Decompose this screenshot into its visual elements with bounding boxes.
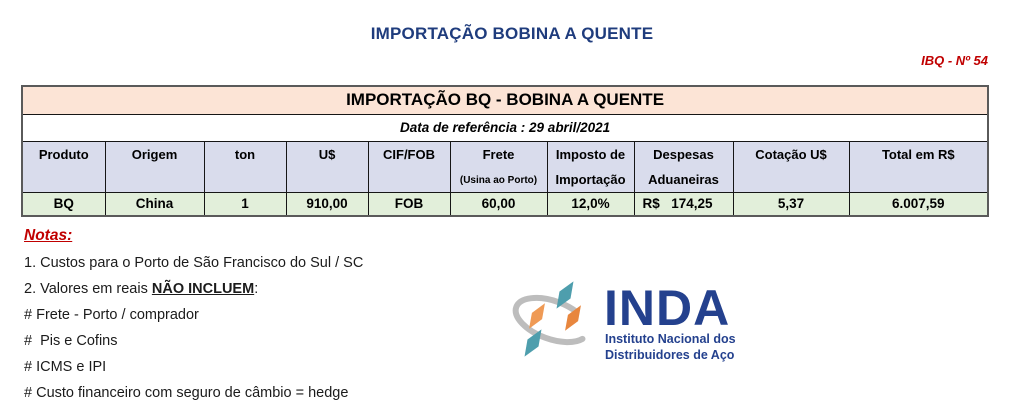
note-emphasis: NÃO INCLUEM [151,281,255,297]
note-line-5: # ICMS e IPI [24,359,107,375]
cell-produto: BQ [21,191,106,217]
notes-section: Notas: 1. Custos para o Porto de São Fra… [24,227,363,406]
logo-acronym: INDA [604,280,730,336]
cell-imposto-importacao: 12,0% [546,191,635,217]
document-reference-number: IBQ - Nº 54 [921,53,988,68]
cell-cotacao-us: 5,37 [732,191,850,217]
header-frete: Frete (Usina ao Porto) [449,140,548,193]
note-line-1: 1. Custos para o Porto de São Francisco … [24,255,364,271]
table-reference-row: Data de referência : 29 abril/2021 [21,113,989,142]
header-produto: Produto [21,140,106,193]
logo-diamond-teal-bottom [524,329,542,357]
logo-subtitle-line2: Distribuidores de Aço [605,348,735,362]
table-title: IMPORTAÇÃO BQ - BOBINA A QUENTE [21,85,989,115]
table-header-row: Produto Origem ton U$ [21,140,989,193]
logo-diamond-orange-right [565,305,581,331]
despesas-value: 174,25 [671,196,713,212]
header-imposto-importacao: Imposto de Importação [546,140,635,193]
header-total-rs: Total em R$ [848,140,989,193]
cell-frete: 60,00 [449,191,548,217]
header-ton: ton [203,140,287,193]
header-cotacao-us: Cotação U$ [732,140,850,193]
header-preco-us: U$ [285,140,369,193]
header-despesas-aduaneiras: Despesas Aduaneiras [633,140,734,193]
inda-logo-graphic: INDA Instituto Nacional dos Distribuidor… [512,280,736,362]
cell-origem: China [104,191,205,217]
note-line-6: # Custo financeiro com seguro de câmbio … [24,385,349,401]
logo-subtitle-line1: Instituto Nacional dos [605,332,736,346]
cell-ton: 1 [203,191,287,217]
logo-diamond-salmon-left [529,303,545,329]
table-title-row: IMPORTAÇÃO BQ - BOBINA A QUENTE [21,85,989,115]
logo-diamond-teal-top [556,281,574,309]
cell-preco-us: 910,00 [285,191,369,217]
currency-symbol: R$ [642,196,660,212]
header-cif-fob: CIF/FOB [367,140,451,193]
logo-ellipse-ring [512,294,592,346]
cell-despesas-aduaneiras: R$ 174,25 [633,191,734,217]
header-origem: Origem [104,140,205,193]
page-title: IMPORTAÇÃO BOBINA A QUENTE [370,24,654,43]
note-line-4: # Pis e Cofins [24,333,118,349]
notes-heading: Notas: [24,227,73,244]
note-line-2: 2. Valores em reais NÃO INCLUEM: [24,281,259,297]
import-table: IMPORTAÇÃO BQ - BOBINA A QUENTE Data de … [21,85,990,217]
table-data-row: BQ China 1 910,00 FOB 60,00 12,0% R$ 174… [21,191,989,217]
cell-total-rs: 6.007,59 [848,191,989,217]
cell-cif-fob: FOB [367,191,451,217]
note-line-3: # Frete - Porto / comprador [24,307,199,323]
reference-date: Data de referência : 29 abril/2021 [21,113,989,142]
inda-logo: INDA Instituto Nacional dos Distribuidor… [497,272,747,367]
